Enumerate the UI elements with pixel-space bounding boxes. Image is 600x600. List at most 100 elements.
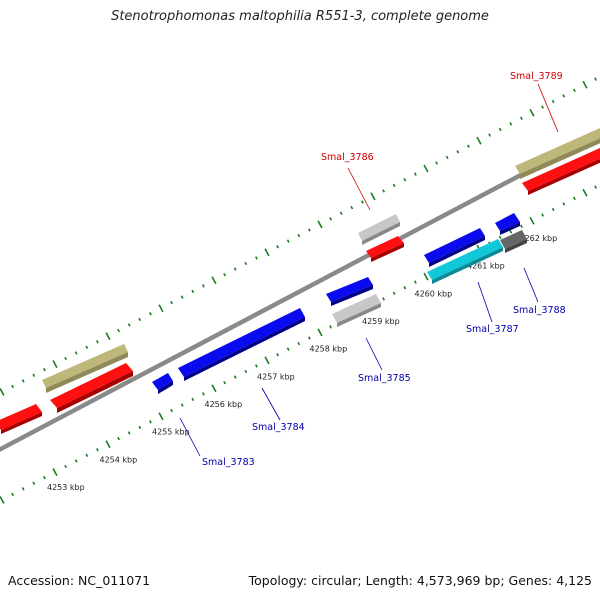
gene-feature-smal-3788-blue[interactable] bbox=[495, 213, 520, 235]
upper-scale-tick bbox=[138, 317, 142, 322]
upper-scale-tick bbox=[445, 155, 449, 160]
lower-scale-tick bbox=[264, 356, 270, 365]
gene-feature-smal-3787[interactable] bbox=[427, 239, 503, 284]
scale-tick-label: 4255 kbp bbox=[152, 428, 190, 437]
gene-features bbox=[0, 128, 600, 434]
upper-scale-tick bbox=[170, 300, 174, 305]
lower-scale-tick bbox=[64, 464, 68, 469]
scale-tick-label: 4257 kbp bbox=[257, 372, 295, 381]
upper-scale-tick bbox=[466, 144, 470, 148]
upper-scale-tick bbox=[148, 312, 152, 316]
upper-scale-tick bbox=[95, 340, 99, 344]
gene-label-smal-3786[interactable]: Smal_3786 bbox=[321, 152, 374, 163]
upper-scale-tick bbox=[435, 161, 439, 165]
lower-scale-tick bbox=[0, 496, 5, 504]
upper-scale-tick bbox=[594, 77, 598, 81]
lower-scale-tick bbox=[105, 440, 111, 449]
upper-scale-tick bbox=[529, 108, 535, 117]
gene-feature-red-left-2[interactable] bbox=[50, 363, 133, 413]
upper-scale-tick bbox=[423, 164, 429, 173]
scale-tick-label: 4254 kbp bbox=[100, 455, 138, 464]
upper-scale-tick bbox=[21, 379, 25, 383]
upper-scale-tick bbox=[74, 351, 78, 355]
gene-feature-smal-3785-grey[interactable] bbox=[332, 294, 381, 327]
lower-scale-tick bbox=[244, 369, 248, 374]
upper-scale-tick bbox=[11, 384, 15, 389]
upper-scale-track bbox=[0, 77, 598, 396]
upper-scale-tick bbox=[360, 200, 364, 204]
gene-feature-smal-3788-darkgrey[interactable] bbox=[500, 230, 527, 253]
gene-label-smal-3785[interactable]: Smal_3785 bbox=[358, 373, 411, 384]
gene-feature-smal-3783[interactable] bbox=[152, 373, 173, 394]
scale-tick-label: 4261 kbp bbox=[467, 262, 505, 271]
lower-scale-tick bbox=[211, 384, 217, 393]
gene-label-smal-3788[interactable]: Smal_3788 bbox=[513, 305, 566, 316]
lower-scale-tick bbox=[423, 272, 429, 281]
upper-scale-tick bbox=[307, 228, 311, 232]
lower-scale-tick bbox=[74, 459, 78, 463]
gene-feature-smal-3786-red[interactable] bbox=[366, 236, 404, 262]
upper-scale-tick bbox=[339, 211, 343, 215]
genome-summary-text: Topology: circular; Length: 4,573,969 bp… bbox=[248, 573, 592, 588]
upper-scale-tick bbox=[317, 220, 323, 229]
gene-feature-olive-right[interactable] bbox=[515, 128, 600, 179]
lower-scale-tick bbox=[32, 481, 36, 485]
lower-scale-track bbox=[0, 185, 598, 504]
lower-scale-tick bbox=[529, 216, 535, 225]
upper-scale-tick bbox=[32, 373, 36, 377]
upper-scale-tick bbox=[42, 367, 46, 372]
upper-scale-tick bbox=[582, 80, 588, 89]
upper-scale-tick bbox=[476, 136, 482, 145]
upper-scale-tick bbox=[562, 94, 566, 98]
lower-scale-tick bbox=[403, 286, 407, 290]
lower-scale-tick bbox=[42, 475, 46, 480]
lower-scale-tick bbox=[127, 431, 131, 435]
gene-label-smal-3783[interactable]: Smal_3783 bbox=[202, 457, 255, 468]
upper-scale-tick bbox=[127, 323, 131, 327]
lower-scale-tick bbox=[276, 353, 280, 357]
upper-scale-tick bbox=[117, 328, 121, 333]
upper-scale-tick bbox=[329, 217, 333, 221]
gene-feature-olive-left[interactable] bbox=[42, 344, 128, 393]
map-title: Stenotrophomonas maltophilia R551-3, com… bbox=[111, 9, 489, 24]
gene-label-smal-3784[interactable]: Smal_3784 bbox=[252, 422, 305, 433]
lower-scale-tick bbox=[201, 392, 205, 396]
lower-scale-tick bbox=[413, 280, 417, 284]
lower-scale-tick bbox=[223, 381, 227, 385]
scale-tick-label: 4258 kbp bbox=[310, 345, 348, 354]
gene-labels: Smal_3783 Smal_3784 Smal_3785 Smal_3786 … bbox=[202, 71, 566, 468]
upper-scale-tick bbox=[382, 189, 386, 193]
lower-scale-tick bbox=[21, 487, 25, 491]
lower-scale-tick bbox=[138, 425, 142, 430]
upper-scale-tick bbox=[488, 133, 492, 137]
upper-scale-tick bbox=[519, 116, 523, 120]
gene-feature-smal-3789-red[interactable] bbox=[522, 148, 600, 195]
upper-scale-tick bbox=[498, 127, 502, 132]
gene-feature-smal-3785-blue[interactable] bbox=[326, 277, 373, 306]
upper-scale-tick bbox=[413, 172, 417, 176]
scale-tick-labels: 4253 kbp 4254 kbp 4255 kbp 4256 kbp 4257 kbp… bbox=[47, 234, 557, 492]
upper-scale-tick bbox=[297, 233, 301, 238]
gene-feature-blue-upper[interactable] bbox=[424, 228, 485, 267]
lower-scale-tick bbox=[148, 420, 152, 424]
label-leader-lines bbox=[179, 83, 559, 457]
lower-scale-tick bbox=[392, 291, 396, 295]
gene-label-smal-3787[interactable]: Smal_3787 bbox=[466, 324, 519, 335]
upper-scale-tick bbox=[64, 356, 68, 361]
upper-scale-tick bbox=[551, 99, 555, 104]
gene-feature-smal-3784[interactable] bbox=[178, 308, 305, 381]
upper-scale-tick bbox=[541, 105, 545, 109]
lower-scale-tick bbox=[509, 230, 513, 234]
lower-scale-tick bbox=[382, 297, 386, 301]
lower-scale-tick bbox=[158, 412, 164, 421]
accession-text: Accession: NC_011071 bbox=[8, 573, 151, 588]
gene-label-smal-3789[interactable]: Smal_3789 bbox=[510, 71, 563, 82]
lower-scale-tick bbox=[11, 492, 15, 497]
gene-feature-red-left-1[interactable] bbox=[0, 404, 42, 434]
upper-scale-tick bbox=[105, 332, 111, 341]
upper-scale-tick bbox=[264, 248, 270, 257]
upper-scale-tick bbox=[201, 284, 205, 288]
lower-scale-tick bbox=[170, 408, 174, 413]
gene-feature-smal-3786-grey[interactable] bbox=[358, 214, 400, 245]
